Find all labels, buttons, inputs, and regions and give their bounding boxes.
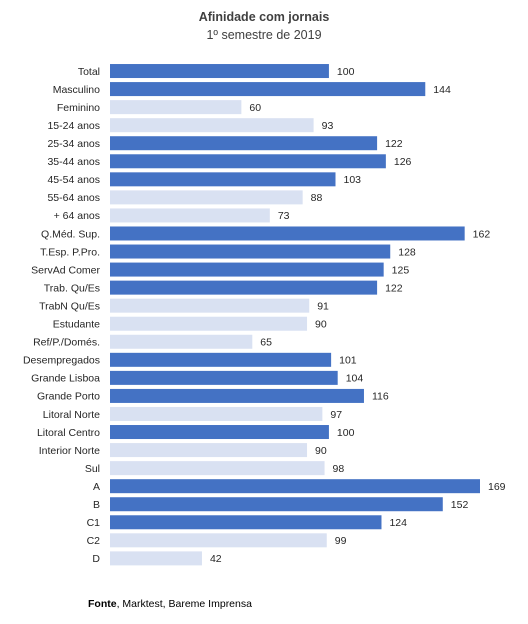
- category-label-27: D: [92, 553, 100, 565]
- category-label-1: Masculino: [53, 84, 100, 96]
- bar-5: [110, 154, 386, 169]
- category-label-22: Sul: [85, 463, 100, 475]
- value-label-26: 99: [335, 535, 347, 547]
- value-label-0: 100: [337, 66, 355, 78]
- bar-1: [110, 82, 426, 97]
- bar-14: [110, 316, 308, 331]
- bar-8: [110, 208, 270, 223]
- value-label-19: 97: [330, 409, 342, 421]
- bar-11: [110, 262, 384, 277]
- value-label-18: 116: [372, 391, 389, 403]
- bar-26: [110, 533, 327, 548]
- category-label-13: TrabN Qu/Es: [39, 300, 100, 312]
- category-label-24: B: [93, 499, 100, 511]
- value-label-23: 169: [488, 481, 506, 493]
- category-label-8: + 64 anos: [54, 210, 100, 222]
- bar-12: [110, 280, 378, 295]
- source-label: Fonte: [88, 598, 117, 610]
- category-label-12: Trab. Qu/Es: [44, 282, 100, 294]
- category-label-21: Interior Norte: [39, 445, 100, 457]
- value-label-8: 73: [278, 210, 290, 222]
- bar-2: [110, 100, 242, 115]
- bar-25: [110, 515, 382, 530]
- bar-4: [110, 136, 378, 151]
- bar-0: [110, 64, 329, 79]
- category-label-5: 35-44 anos: [47, 156, 100, 168]
- bar-13: [110, 298, 310, 313]
- value-label-27: 42: [210, 553, 222, 565]
- value-label-22: 98: [333, 463, 345, 475]
- bar-16: [110, 352, 332, 367]
- bar-27: [110, 551, 202, 566]
- category-label-23: A: [93, 481, 100, 493]
- bar-21: [110, 443, 308, 458]
- value-label-16: 101: [339, 355, 357, 367]
- bar-24: [110, 497, 443, 512]
- category-label-9: Q.Méd. Sup.: [41, 228, 100, 240]
- source-text: , Marktest, Bareme Imprensa: [116, 598, 252, 610]
- category-label-0: Total: [78, 66, 100, 78]
- value-label-1: 144: [433, 84, 451, 96]
- chart-subtitle: 1º semestre de 2019: [206, 28, 321, 42]
- bar-10: [110, 244, 391, 259]
- category-label-26: C2: [87, 535, 101, 547]
- source-note: Fonte, Marktest, Bareme Imprensa: [88, 598, 252, 610]
- category-label-2: Feminino: [57, 102, 100, 114]
- category-label-25: C1: [87, 517, 101, 529]
- category-label-15: Ref/P./Domés.: [33, 337, 100, 349]
- value-label-2: 60: [249, 102, 261, 114]
- value-label-20: 100: [337, 427, 355, 439]
- bar-20: [110, 425, 329, 440]
- value-label-13: 91: [317, 300, 329, 312]
- bar-18: [110, 388, 364, 403]
- bar-17: [110, 370, 338, 385]
- bar-9: [110, 226, 465, 241]
- value-label-17: 104: [346, 373, 364, 385]
- category-label-3: 15-24 anos: [47, 120, 100, 132]
- value-label-6: 103: [344, 174, 362, 186]
- category-label-4: 25-34 anos: [47, 138, 100, 150]
- category-label-20: Litoral Centro: [37, 427, 100, 439]
- category-label-7: 55-64 anos: [47, 192, 100, 204]
- category-label-16: Desempregados: [23, 355, 100, 367]
- value-label-25: 124: [389, 517, 407, 529]
- bar-22: [110, 461, 325, 476]
- value-label-21: 90: [315, 445, 327, 457]
- value-label-7: 88: [311, 192, 323, 204]
- category-label-18: Grande Porto: [37, 391, 100, 403]
- category-label-19: Litoral Norte: [43, 409, 100, 421]
- category-label-11: ServAd Comer: [31, 264, 100, 276]
- bars-group: Total 100 Masculino 144 Feminino 60 15-24 anos…: [23, 64, 506, 566]
- value-label-4: 122: [385, 138, 403, 150]
- value-label-9: 162: [473, 228, 491, 240]
- bar-23: [110, 479, 480, 494]
- category-label-17: Grande Lisboa: [31, 373, 100, 385]
- category-label-6: 45-54 anos: [47, 174, 100, 186]
- bar-3: [110, 118, 314, 133]
- bar-6: [110, 172, 336, 187]
- value-label-11: 125: [392, 264, 410, 276]
- bar-15: [110, 334, 253, 349]
- value-label-10: 128: [398, 246, 416, 258]
- chart-title: Afinidade com jornais: [199, 10, 330, 24]
- value-label-12: 122: [385, 282, 403, 294]
- value-label-24: 152: [451, 499, 469, 511]
- bar-19: [110, 406, 323, 421]
- category-label-14: Estudante: [53, 319, 100, 331]
- category-label-10: T.Esp. P.Pro.: [40, 246, 100, 258]
- value-label-14: 90: [315, 319, 327, 331]
- bar-7: [110, 190, 303, 205]
- value-label-3: 93: [322, 120, 334, 132]
- value-label-5: 126: [394, 156, 412, 168]
- value-label-15: 65: [260, 337, 272, 349]
